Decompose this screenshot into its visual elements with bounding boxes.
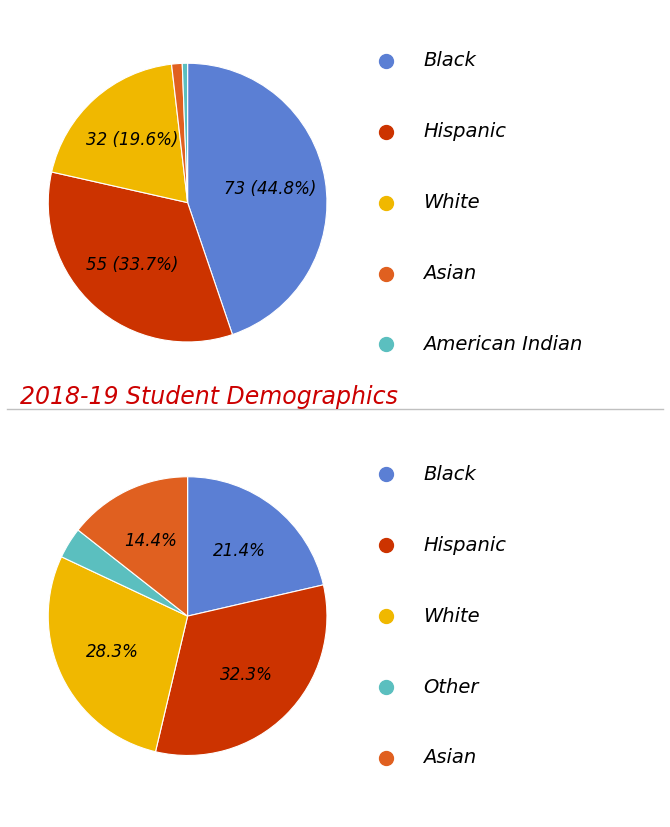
Text: 28.3%: 28.3% (86, 643, 139, 662)
Wedge shape (52, 65, 188, 203)
Wedge shape (48, 557, 188, 752)
Text: 73 (44.8%): 73 (44.8%) (224, 180, 316, 198)
Wedge shape (62, 530, 188, 616)
Text: White: White (423, 607, 480, 625)
Text: 32 (19.6%): 32 (19.6%) (86, 131, 178, 150)
Text: Asian: Asian (423, 264, 476, 283)
Wedge shape (78, 476, 188, 616)
Wedge shape (155, 585, 327, 756)
Text: White: White (423, 194, 480, 212)
Text: Hispanic: Hispanic (423, 122, 507, 141)
Text: 55 (33.7%): 55 (33.7%) (86, 256, 178, 274)
Text: Black: Black (423, 51, 476, 70)
Text: Black: Black (423, 465, 476, 484)
Text: Asian: Asian (423, 748, 476, 767)
Text: 21.4%: 21.4% (213, 542, 266, 560)
Wedge shape (48, 172, 232, 342)
Text: 14.4%: 14.4% (125, 532, 178, 550)
Text: 2018-19 Student Demographics: 2018-19 Student Demographics (20, 385, 398, 409)
Text: 32.3%: 32.3% (220, 667, 273, 685)
Text: Other: Other (423, 677, 479, 696)
Text: Hispanic: Hispanic (423, 536, 507, 555)
Wedge shape (182, 63, 188, 203)
Wedge shape (188, 63, 327, 335)
Text: American Indian: American Indian (423, 335, 583, 354)
Wedge shape (188, 476, 324, 616)
Wedge shape (172, 64, 188, 203)
